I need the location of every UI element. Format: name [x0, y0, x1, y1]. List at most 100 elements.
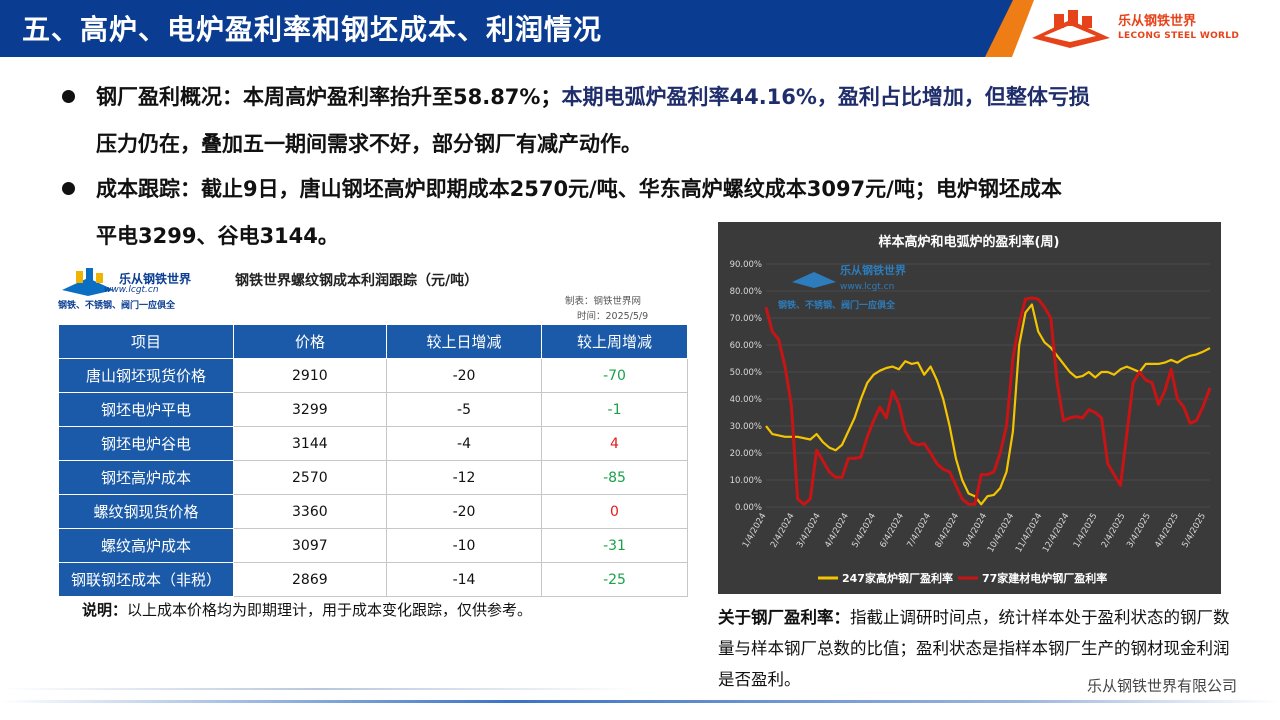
footer-divider: [0, 700, 1280, 703]
row-day-change: -10: [386, 528, 542, 563]
company-logo-icon: [1032, 10, 1110, 48]
table-row: 唐山钢坯现货价格 2910 -20 -70: [58, 358, 688, 393]
chart-watermark: 乐从钢铁世界 www.lcgt.cn 钢铁、不锈钢、阀门一应俱全: [778, 263, 906, 311]
table-logo-name: 乐从钢铁世界: [119, 272, 192, 286]
table-row: 钢联钢坯成本（非税） 2869 -14 -25: [58, 562, 688, 597]
chart-x-tick-label: 12/4/2024: [1041, 512, 1071, 555]
row-item: 螺纹高炉成本: [58, 528, 234, 563]
row-price: 3299: [233, 392, 387, 427]
row-week-change: -85: [541, 460, 688, 495]
row-week-change: -1: [541, 392, 688, 427]
chart-y-tick-label: 70.00%: [730, 314, 762, 324]
row-week-change: 4: [541, 426, 688, 461]
bullet-profit-line1: 钢厂盈利概况：本周高炉盈利率抬升至58.87%；本期电弧炉盈利率44.16%，盈…: [96, 74, 1090, 120]
row-price: 2869: [233, 562, 387, 597]
chart-x-tick-label: 2/4/2025: [1100, 512, 1128, 550]
table-logo-slogan: 钢铁、不锈钢、阀门一应俱全: [58, 301, 176, 311]
bullet-dot: [62, 90, 75, 103]
table-row: 螺纹高炉成本 3097 -10 -31: [58, 528, 688, 563]
table-date: 时间：2025/5/9: [577, 311, 649, 322]
row-price: 3360: [233, 494, 387, 529]
chart-x-tick-label: 6/4/2024: [878, 512, 906, 550]
chart-x-tick-label: 10/4/2024: [986, 512, 1016, 555]
chart-x-tick-label: 8/4/2024: [933, 512, 961, 550]
chart-y-tick-label: 20.00%: [730, 449, 762, 459]
header-item: 项目: [58, 324, 234, 359]
header-logo-english: LECONG STEEL WORLD: [1118, 31, 1240, 41]
table-logo-url: www.lcgt.cn: [104, 285, 159, 295]
row-item: 钢坯高炉成本: [58, 460, 234, 495]
watermark-name: 乐从钢铁世界: [840, 263, 906, 277]
chart-x-tick-label: 5/4/2024: [850, 512, 878, 550]
row-week-change: 0: [541, 494, 688, 529]
table-row: 钢坯高炉成本 2570 -12 -85: [58, 460, 688, 495]
table-header-row: 项目 价格 较上日增减 较上周增减: [58, 324, 688, 359]
chart-x-tick-label: 1/4/2024: [741, 512, 769, 550]
profit-rate-explanation: 关于钢厂盈利率：指截止调研时间点，统计样本处于盈利状态的钢厂数量与样本钢厂总数的…: [718, 602, 1238, 695]
chart-legend-label: 77家建材电炉钢厂盈利率: [982, 571, 1107, 585]
bullet-cost-line2: 平电3299、谷电3144。: [96, 224, 339, 248]
row-week-change: -25: [541, 562, 688, 597]
watermark-logo-icon: [792, 272, 836, 288]
chart-x-tick-label: 2/4/2024: [769, 512, 797, 550]
row-week-change: -31: [541, 528, 688, 563]
watermark-slogan: 钢铁、不锈钢、阀门一应俱全: [778, 299, 896, 311]
chart-x-tick-label: 11/4/2024: [1014, 512, 1044, 555]
header-price: 价格: [233, 324, 387, 359]
bullet-cost-line1: 成本跟踪：截止9日，唐山钢坯高炉即期成本2570元/吨、华东高炉螺纹成本3097…: [96, 177, 1062, 201]
row-item: 钢坯电炉平电: [58, 392, 234, 427]
table-logo-icon: [62, 268, 114, 296]
chart-x-tick-label: 4/4/2025: [1153, 512, 1181, 550]
chart-x-tick-label: 3/4/2024: [795, 512, 823, 550]
header-day-change: 较上日增减: [386, 324, 542, 359]
chart-x-tick-label: 7/4/2024: [905, 512, 933, 550]
row-price: 3144: [233, 426, 387, 461]
table-note-label: 说明：: [82, 601, 128, 619]
chart-y-tick-label: 40.00%: [730, 395, 762, 405]
bullet-profit-line2: 压力仍在，叠加五一期间需求不好，部分钢厂有减产动作。: [96, 132, 642, 156]
explain-label: 关于钢厂盈利率：: [718, 608, 850, 627]
chart-y-tick-label: 90.00%: [730, 260, 762, 270]
row-day-change: -4: [386, 426, 542, 461]
chart-legend-label: 247家高炉钢厂盈利率: [842, 571, 953, 585]
chart-y-tick-label: 30.00%: [730, 422, 762, 432]
table-row: 螺纹钢现货价格 3360 -20 0: [58, 494, 688, 529]
header-week-change: 较上周增减: [541, 324, 688, 359]
bullet-profit-eaf-text: 本期电弧炉盈利率44.16%，盈利占比增加，但整体亏损: [561, 85, 1090, 109]
table-row: 钢坯电炉平电 3299 -5 -1: [58, 392, 688, 427]
chart-series-line: [764, 296, 1212, 506]
profit-rate-chart-svg: 样本高炉和电弧炉的盈利率(周) 0.00% 10.00% 20.00% 30.00% 40…: [730, 234, 1212, 585]
footer-divider: [0, 688, 640, 690]
chart-title: 样本高炉和电弧炉的盈利率(周): [879, 234, 1060, 250]
bullet-dot: [62, 182, 75, 195]
chart-series-line: [765, 303, 1211, 506]
row-item: 唐山钢坯现货价格: [58, 358, 234, 393]
chart-x-tick-label: 5/4/2025: [1180, 512, 1208, 550]
row-day-change: -12: [386, 460, 542, 495]
table-maker: 制表：钢铁世界网: [565, 296, 642, 307]
row-day-change: -20: [386, 494, 542, 529]
chart-x-tick-label: 3/4/2025: [1125, 512, 1153, 550]
table-note: 说明：以上成本价格均为即期理计，用于成本变化跟踪，仅供参考。: [82, 599, 532, 620]
chart-y-tick-label: 60.00%: [730, 341, 762, 351]
cost-profit-table: 项目 价格 较上日增减 较上周增减 唐山钢坯现货价格 2910 -20 -70 …: [58, 324, 688, 597]
chart-x-tick-label: 9/4/2024: [961, 512, 989, 550]
header-logo-name: 乐从钢铁世界: [1118, 14, 1197, 29]
row-price: 2910: [233, 358, 387, 393]
table-row: 钢坯电炉谷电 3144 -4 4: [58, 426, 688, 461]
chart-y-tick-label: 0.00%: [735, 503, 762, 513]
table-note-text: 以上成本价格均为即期理计，用于成本变化跟踪，仅供参考。: [127, 601, 533, 619]
chart-y-tick-label: 50.00%: [730, 368, 762, 378]
page-title: 五、高炉、电炉盈利率和钢坯成本、利润情况: [22, 13, 603, 46]
table-title: 钢铁世界螺纹钢成本利润跟踪（元/吨）: [235, 273, 479, 289]
row-day-change: -5: [386, 392, 542, 427]
bullet-profit-text: 钢厂盈利概况：本周高炉盈利率抬升至58.87%；: [96, 85, 562, 109]
row-item: 钢联钢坯成本（非税）: [58, 562, 234, 597]
row-item: 螺纹钢现货价格: [58, 494, 234, 529]
explain-text: 指截止调研时间点，统计样本处于盈利状态的钢厂数量与样本钢厂总数的比值；盈利状态是…: [718, 608, 1230, 689]
chart-x-tick-label: 1/4/2025: [1072, 512, 1100, 550]
chart-x-tick-label: 4/4/2024: [823, 512, 851, 550]
row-day-change: -14: [386, 562, 542, 597]
row-week-change: -70: [541, 358, 688, 393]
footer-company: 乐从钢铁世界有限公司: [1087, 677, 1238, 695]
